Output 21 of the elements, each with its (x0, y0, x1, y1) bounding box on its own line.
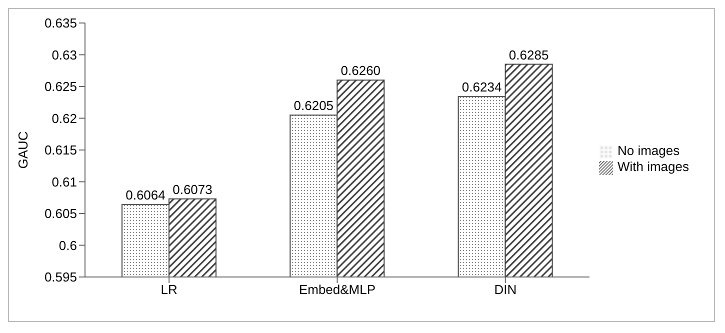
data-label: 0.6260 (340, 63, 381, 78)
data-label: 0.6064 (126, 188, 166, 203)
y-tick-label: 0.635 (44, 16, 77, 31)
y-tick-label: 0.62 (52, 110, 77, 126)
legend-label: With images (617, 159, 689, 174)
y-axis-title: GAUC (16, 131, 31, 169)
data-label: 0.6073 (172, 182, 212, 197)
y-tick-label: 0.625 (44, 79, 77, 94)
data-label: 0.6205 (294, 98, 334, 114)
y-tick-label: 0.61 (52, 174, 77, 190)
x-tick-label: DIN (494, 282, 517, 298)
y-tick-label: 0.605 (44, 206, 77, 222)
x-tick-label: Embed&MLP (298, 282, 376, 298)
y-tick-label: 0.63 (52, 47, 77, 62)
data-label: 0.6285 (508, 47, 549, 62)
x-tick-label: LR (160, 282, 178, 298)
y-tick-label: 0.595 (44, 270, 77, 285)
data-label: 0.6234 (462, 80, 502, 95)
legend-label: No images (617, 143, 680, 158)
y-tick-label: 0.6 (58, 238, 77, 253)
y-tick-label: 0.615 (44, 142, 77, 158)
